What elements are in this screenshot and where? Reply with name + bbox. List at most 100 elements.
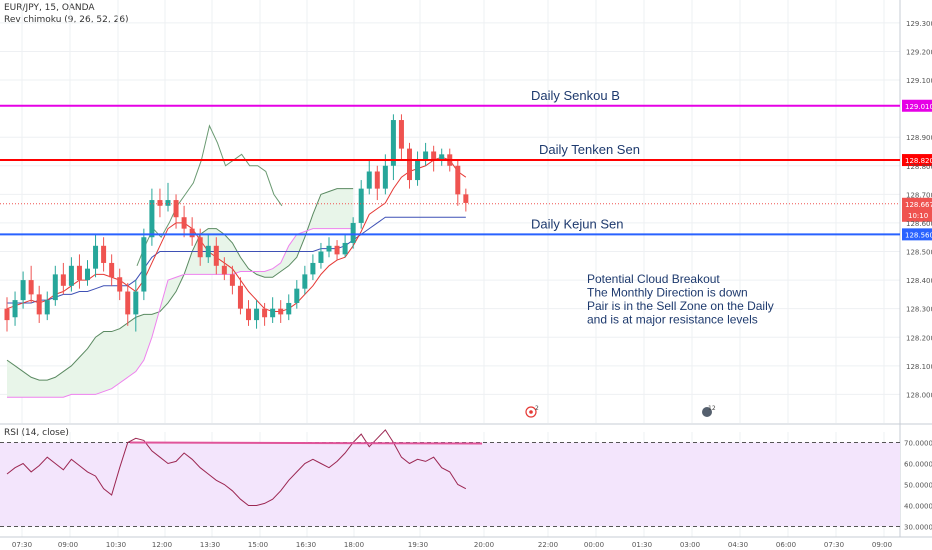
time-tick-label: 09:00 (58, 541, 78, 549)
rsi-indicator-label[interactable]: RSI (14, close) (4, 428, 69, 438)
event-badge-count: 2 (535, 405, 539, 412)
candle-body (407, 148, 412, 181)
event-badge-count: 12 (708, 405, 716, 412)
symbol-label[interactable]: EUR/JPY, 15, OANDA (4, 3, 95, 13)
annotation-line: Potential Cloud Breakout (587, 272, 720, 286)
candle-body (262, 308, 268, 318)
price-tick-label: 128.500 (906, 249, 932, 257)
candle-body (165, 200, 171, 206)
candle-body (415, 160, 421, 181)
candle-body (20, 280, 26, 301)
time-tick-label: 15:00 (248, 541, 268, 549)
candle-body (221, 265, 227, 275)
ichimoku-cloud (6, 188, 354, 398)
cloud-fill (7, 188, 354, 398)
price-tick-label: 128.000 (906, 391, 932, 399)
countdown: 10:10 (908, 212, 928, 220)
annotation-line: Pair is in the Sell Zone on the Daily (587, 299, 774, 313)
time-tick-label: 01:30 (632, 541, 652, 549)
annotation-line: The Monthly Direction is down (587, 286, 748, 300)
time-tick-label: 04:30 (728, 541, 748, 549)
candle-body (157, 200, 163, 206)
rsi-tick-label: 70.0000 (904, 440, 932, 448)
last-price-tag (902, 197, 932, 222)
time-tick-label: 07:30 (12, 541, 32, 549)
time-tick-label: 20:00 (474, 541, 494, 549)
candle-body (270, 308, 276, 318)
price-tick-label: 128.400 (906, 277, 932, 285)
candle-body (254, 308, 260, 321)
last-price-value: 128.667 (905, 201, 932, 209)
candle-body (189, 228, 195, 238)
chikou-line (136, 124, 283, 266)
time-tick-label: 12:00 (152, 541, 172, 549)
candles (4, 114, 469, 332)
event-badges[interactable]: 2 12 (525, 405, 716, 418)
price-tag (902, 228, 932, 241)
candle-body (342, 242, 348, 255)
candle-body (439, 154, 445, 161)
rsi-tick-label: 60.0000 (904, 461, 932, 469)
rsi-tick-label: 40.0000 (904, 503, 932, 511)
candle-body (76, 265, 82, 281)
time-tick-label: 06:00 (776, 541, 796, 549)
candle-body (109, 262, 115, 278)
level-label: Daily Tenken Sen (539, 142, 640, 157)
time-tick-label: 22:00 (538, 541, 558, 549)
rsi-pane (0, 429, 900, 527)
candle-body (93, 245, 99, 269)
price-tick-label: 128.300 (906, 306, 932, 314)
rsi-tick-label: 50.0000 (904, 482, 932, 490)
level-label: Daily Kejun Sen (531, 216, 624, 231)
candle-body (205, 245, 211, 258)
time-tick-label: 09:00 (872, 541, 892, 549)
candle-body (423, 151, 429, 161)
price-tick-label: 128.700 (906, 191, 932, 199)
candle-body (463, 194, 469, 203)
price-tick-label: 128.800 (906, 163, 932, 171)
candle-body (366, 171, 372, 189)
candle-body (44, 300, 50, 315)
candle-body (374, 171, 380, 189)
price-tag-label: 128.820 (905, 157, 932, 165)
candle-body (326, 245, 332, 252)
rsi-line (6, 429, 467, 506)
candle-body (431, 151, 437, 161)
candle-body (398, 120, 404, 149)
time-tick-label: 18:00 (344, 541, 364, 549)
level-label: Daily Senkou B (531, 88, 620, 103)
rsi-trendline (129, 441, 483, 445)
indicator-label[interactable]: RevIchimoku (9, 26, 52, 26) (4, 15, 129, 25)
price-tick-label: 128.900 (906, 134, 932, 142)
time-tick-label: 10:30 (106, 541, 126, 549)
candle-body (12, 300, 18, 318)
price-tag (902, 99, 932, 112)
candle-body (246, 308, 251, 321)
candle-body (117, 277, 123, 292)
candle-body (455, 165, 461, 195)
candle-body (52, 274, 58, 301)
price-tag-label: 129.010 (905, 103, 932, 111)
candle-body (294, 288, 300, 303)
price-tag (902, 154, 932, 167)
candle-body (350, 222, 356, 243)
price-axis[interactable]: 129.300 129.200 129.100 128.900 128.800 128.7… (12, 20, 932, 549)
price-tick-label: 129.100 (906, 77, 932, 85)
candle-body (28, 280, 34, 295)
senkou-span-a (6, 188, 354, 381)
annotation-line: and is at major resistance levels (587, 313, 758, 327)
price-tick-label: 128.200 (906, 334, 932, 342)
candle-body (358, 188, 364, 223)
level-lines[interactable]: Daily Senkou B 129.010 Daily Tenken Sen 128… (0, 88, 932, 241)
candle-body (286, 302, 292, 315)
candle-body (302, 274, 308, 289)
candle-body (149, 200, 155, 238)
candle-body (181, 217, 187, 229)
price-tick-label: 129.200 (906, 48, 932, 56)
candle-body (310, 262, 316, 275)
candle-body (334, 245, 340, 255)
tenkan-line (6, 156, 467, 313)
indicator-lines (6, 124, 467, 313)
